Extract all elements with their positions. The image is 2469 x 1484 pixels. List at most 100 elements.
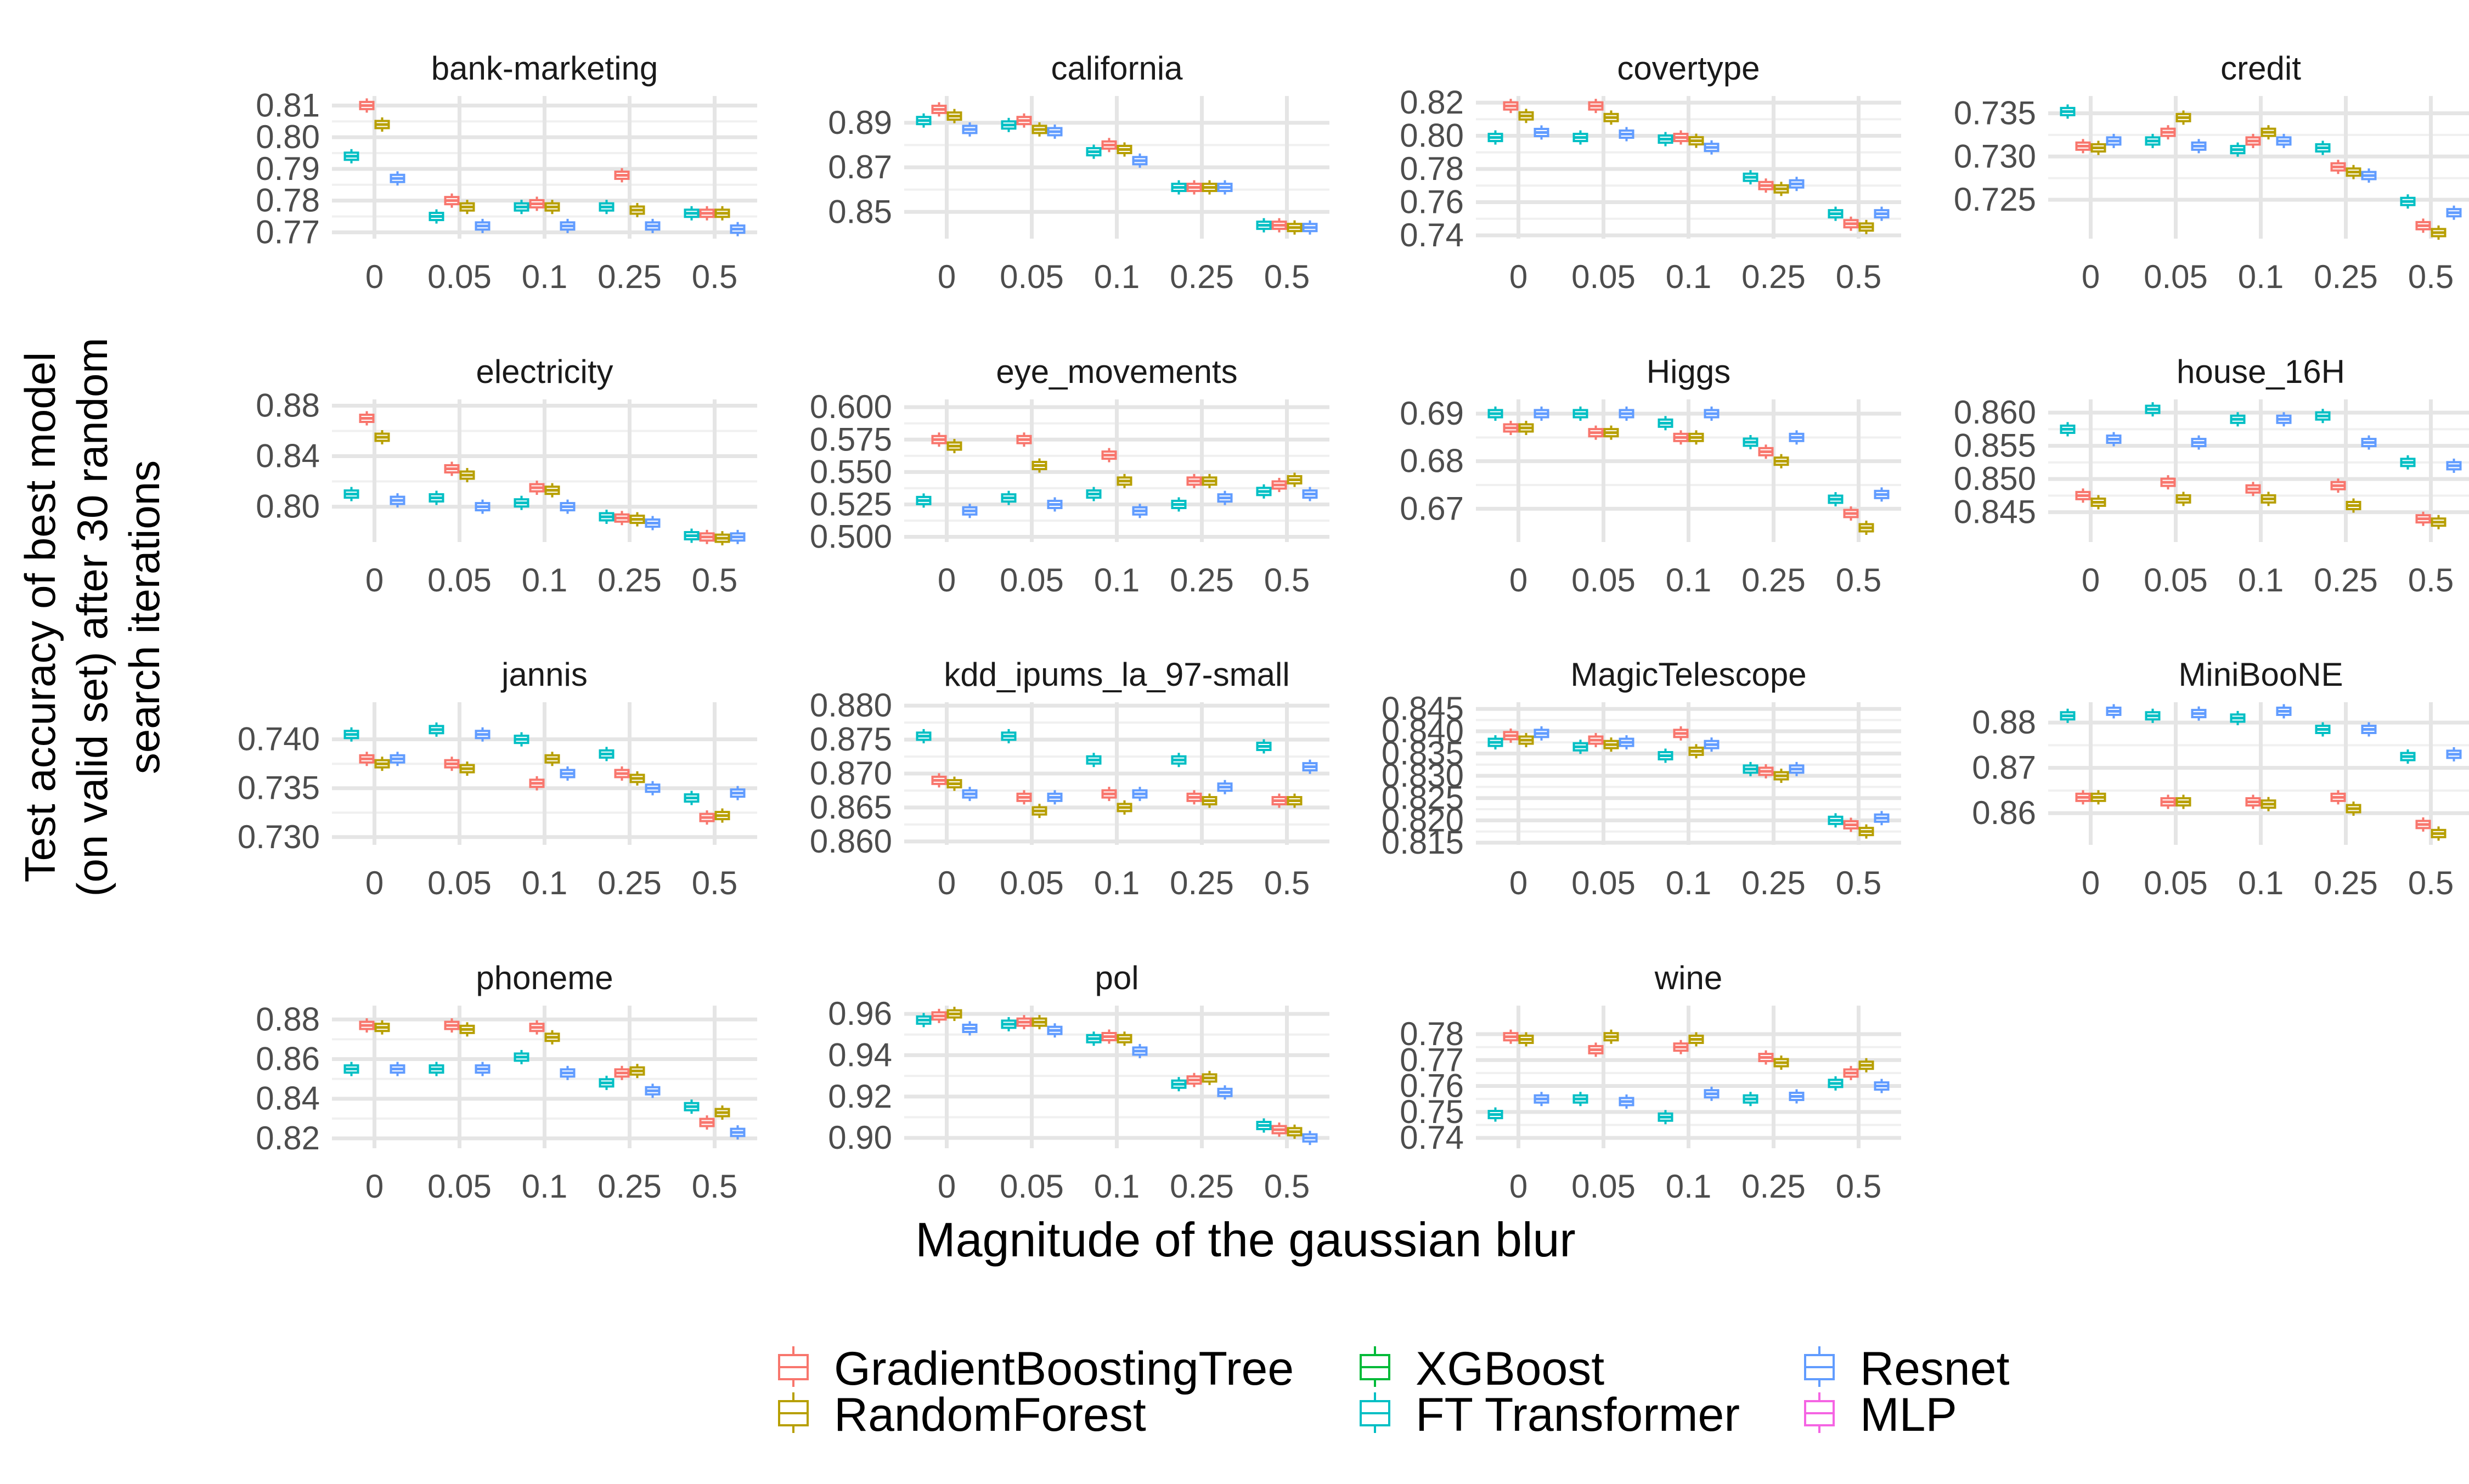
box-ftt-0.1	[514, 1049, 529, 1064]
box-res-0.1	[1132, 1043, 1148, 1058]
x-tick-label: 0.05	[427, 258, 492, 295]
box-res-0.5	[1874, 1079, 1890, 1093]
box-ftt-0.25	[2315, 722, 2331, 737]
box-gbt-0.1	[1673, 130, 1689, 145]
box-ftt-0	[916, 493, 932, 508]
x-tick-label: 0.1	[2238, 865, 2284, 901]
box-ftt-0.1	[1658, 132, 1673, 146]
legend-label: Resnet	[1860, 1342, 2010, 1395]
box-gbt-0.5	[1271, 478, 1287, 492]
box-rf-0.05	[2175, 492, 2191, 506]
box-ftt-0.25	[599, 509, 615, 524]
box-rf-0	[2090, 140, 2106, 155]
box-res-0.05	[1047, 497, 1063, 512]
box-rf-0.25	[629, 203, 645, 217]
box-rf-0.25	[1202, 793, 1217, 808]
box-gbt-0.05	[444, 461, 460, 476]
box-gbt-0.5	[2415, 817, 2431, 832]
box-gbt-0.5	[1843, 1065, 1859, 1080]
box-ftt-0	[916, 113, 932, 128]
box-rf-0	[1518, 1032, 1534, 1047]
x-tick-label: 0.05	[1000, 258, 1064, 295]
x-tick-label: 0.5	[2408, 562, 2454, 599]
box-res-0.25	[1217, 780, 1233, 794]
box-res-0.1	[1132, 787, 1148, 802]
box-ftt-0.05	[1001, 490, 1017, 505]
y-tick-label: 0.730	[1954, 138, 2036, 174]
y-tick-label: 0.87	[1972, 749, 2036, 786]
x-tick-label: 0.25	[1741, 865, 1806, 901]
box-ftt-0.1	[1658, 1110, 1673, 1125]
box-res-0.1	[1704, 140, 1720, 155]
x-tick-label: 0.1	[1666, 258, 1711, 295]
box-res-0.5	[2446, 747, 2462, 761]
x-tick-label: 0.5	[692, 865, 737, 901]
box-res-0.05	[475, 1062, 491, 1076]
y-tick-label: 0.78	[256, 182, 320, 219]
x-tick-label: 0.25	[597, 562, 662, 599]
box-res-0	[962, 122, 978, 137]
y-tick-label: 0.74	[1400, 217, 1464, 253]
box-rf-0	[374, 757, 390, 771]
x-tick-label: 0.1	[522, 865, 567, 901]
box-ftt-0.5	[684, 206, 700, 221]
y-tick-label: 0.725	[1954, 181, 2036, 218]
box-ftt-0.1	[1658, 416, 1673, 431]
box-rf-0.1	[1688, 1032, 1704, 1047]
box-rf-0.25	[2346, 801, 2361, 816]
y-tick-label: 0.500	[810, 518, 892, 555]
box-res-0.5	[1874, 811, 1890, 826]
x-tick-label: 0.05	[1571, 865, 1636, 901]
box-rf-0	[946, 439, 962, 454]
box-ftt-0.25	[1743, 435, 1758, 449]
box-ftt-0.5	[1256, 484, 1272, 499]
x-tick-label: 0.05	[1571, 1168, 1636, 1205]
box-res-0.05	[475, 218, 491, 233]
box-gbt-0	[931, 773, 947, 788]
box-ftt-0.5	[2400, 194, 2416, 209]
x-tick-label: 0.25	[2314, 258, 2378, 295]
box-rf-0.5	[1287, 220, 1303, 235]
y-tick-label: 0.94	[828, 1036, 892, 1073]
legend-label: RandomForest	[834, 1389, 1146, 1441]
y-tick-label: 0.865	[810, 789, 892, 826]
box-ftt-0.05	[1572, 740, 1588, 754]
box-ftt-0	[2060, 708, 2076, 723]
box-res-0.1	[1704, 737, 1720, 752]
box-rf-0.05	[1603, 110, 1619, 125]
box-rf-0	[374, 117, 390, 132]
box-gbt-0.25	[1186, 473, 1202, 488]
box-ftt-0.5	[1828, 492, 1844, 506]
box-ftt-0.1	[1086, 1031, 1102, 1046]
box-res-0	[1534, 407, 1549, 421]
box-gbt-0.25	[614, 168, 630, 183]
x-tick-label: 0.1	[1094, 1168, 1140, 1205]
x-tick-label: 0.05	[427, 865, 492, 901]
box-gbt-0.5	[699, 1115, 715, 1130]
box-ftt-0.5	[684, 1099, 700, 1114]
box-ftt-0.05	[1572, 407, 1588, 421]
y-tick-label: 0.67	[1400, 490, 1464, 527]
box-ftt-0.05	[1001, 117, 1017, 132]
box-res-0.25	[645, 218, 661, 233]
panel-bank-marketing: bank-marketing 0.770.780.790.800.81 0 0.05 0…	[256, 50, 757, 295]
x-tick-label: 0.05	[1000, 562, 1064, 599]
y-tick-label: 0.860	[810, 823, 892, 860]
x-tick-label: 0.05	[2144, 562, 2208, 599]
box-ftt-0.05	[1572, 130, 1588, 145]
box-gbt-0.5	[2415, 511, 2431, 526]
box-rf-0.1	[544, 752, 560, 766]
box-res-0.25	[2361, 168, 2377, 183]
y-tick-label: 0.730	[238, 819, 320, 855]
x-tick-label: 0.1	[2238, 562, 2284, 599]
y-tick-label: 0.735	[1954, 95, 2036, 132]
box-gbt-0.5	[1271, 793, 1287, 808]
legend-item-xgb: XGBoost	[1360, 1342, 1604, 1395]
box-gbt-0	[359, 1018, 375, 1033]
panel-miniboone: MiniBooNE 0.86 0.87 0.88 0 0.05 0.1 0.25 0.5	[1972, 656, 2469, 901]
box-ftt-0	[2060, 104, 2076, 119]
box-res-0.05	[2191, 435, 2207, 450]
box-ftt-0.25	[1171, 497, 1187, 512]
